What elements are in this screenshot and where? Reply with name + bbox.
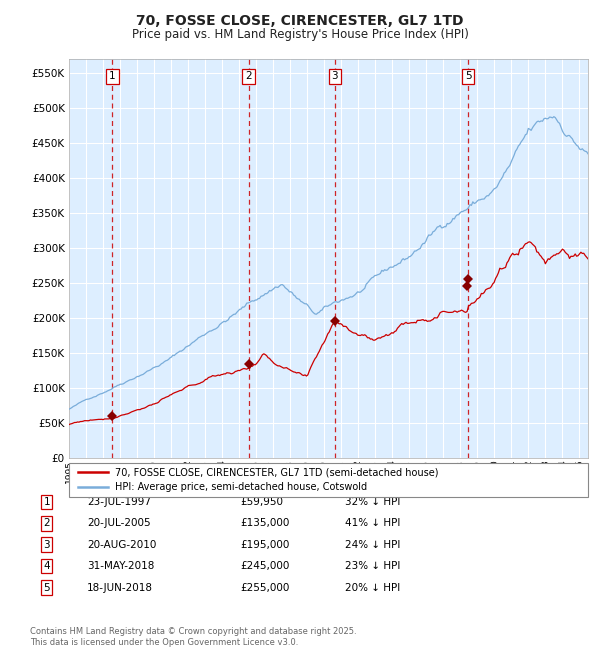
Text: 2: 2 [43, 518, 50, 528]
Text: 20-AUG-2010: 20-AUG-2010 [87, 540, 157, 550]
Text: £255,000: £255,000 [240, 582, 289, 593]
Text: 2: 2 [245, 72, 252, 81]
Text: £195,000: £195,000 [240, 540, 289, 550]
Text: HPI: Average price, semi-detached house, Cotswold: HPI: Average price, semi-detached house,… [115, 482, 367, 492]
Text: 32% ↓ HPI: 32% ↓ HPI [345, 497, 400, 507]
Text: 70, FOSSE CLOSE, CIRENCESTER, GL7 1TD (semi-detached house): 70, FOSSE CLOSE, CIRENCESTER, GL7 1TD (s… [115, 467, 439, 477]
Text: 5: 5 [43, 582, 50, 593]
Text: 4: 4 [43, 561, 50, 571]
Text: 1: 1 [43, 497, 50, 507]
Text: £135,000: £135,000 [240, 518, 289, 528]
Text: 24% ↓ HPI: 24% ↓ HPI [345, 540, 400, 550]
Text: £245,000: £245,000 [240, 561, 289, 571]
Text: 3: 3 [332, 72, 338, 81]
Text: 70, FOSSE CLOSE, CIRENCESTER, GL7 1TD: 70, FOSSE CLOSE, CIRENCESTER, GL7 1TD [136, 14, 464, 29]
Text: 5: 5 [465, 72, 472, 81]
Text: 18-JUN-2018: 18-JUN-2018 [87, 582, 153, 593]
Text: 20% ↓ HPI: 20% ↓ HPI [345, 582, 400, 593]
Text: £59,950: £59,950 [240, 497, 283, 507]
Text: 3: 3 [43, 540, 50, 550]
Text: 20-JUL-2005: 20-JUL-2005 [87, 518, 151, 528]
Text: Contains HM Land Registry data © Crown copyright and database right 2025.
This d: Contains HM Land Registry data © Crown c… [30, 627, 356, 647]
Text: 31-MAY-2018: 31-MAY-2018 [87, 561, 154, 571]
Text: 41% ↓ HPI: 41% ↓ HPI [345, 518, 400, 528]
Text: 23-JUL-1997: 23-JUL-1997 [87, 497, 151, 507]
Text: 1: 1 [109, 72, 116, 81]
Text: Price paid vs. HM Land Registry's House Price Index (HPI): Price paid vs. HM Land Registry's House … [131, 28, 469, 41]
Text: 23% ↓ HPI: 23% ↓ HPI [345, 561, 400, 571]
